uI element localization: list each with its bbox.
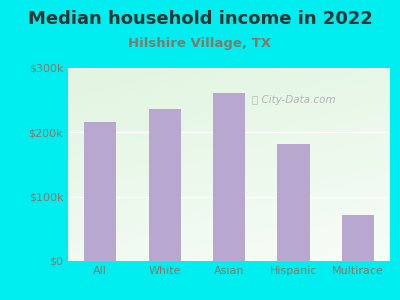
- Bar: [277, 144, 310, 261]
- Text: Median household income in 2022: Median household income in 2022: [28, 11, 372, 28]
- Bar: [84, 122, 116, 261]
- Bar: [148, 110, 181, 261]
- Bar: [213, 93, 245, 261]
- Bar: [342, 214, 374, 261]
- Text: Hilshire Village, TX: Hilshire Village, TX: [128, 38, 272, 50]
- Text: ⓘ City-Data.com: ⓘ City-Data.com: [252, 95, 335, 105]
